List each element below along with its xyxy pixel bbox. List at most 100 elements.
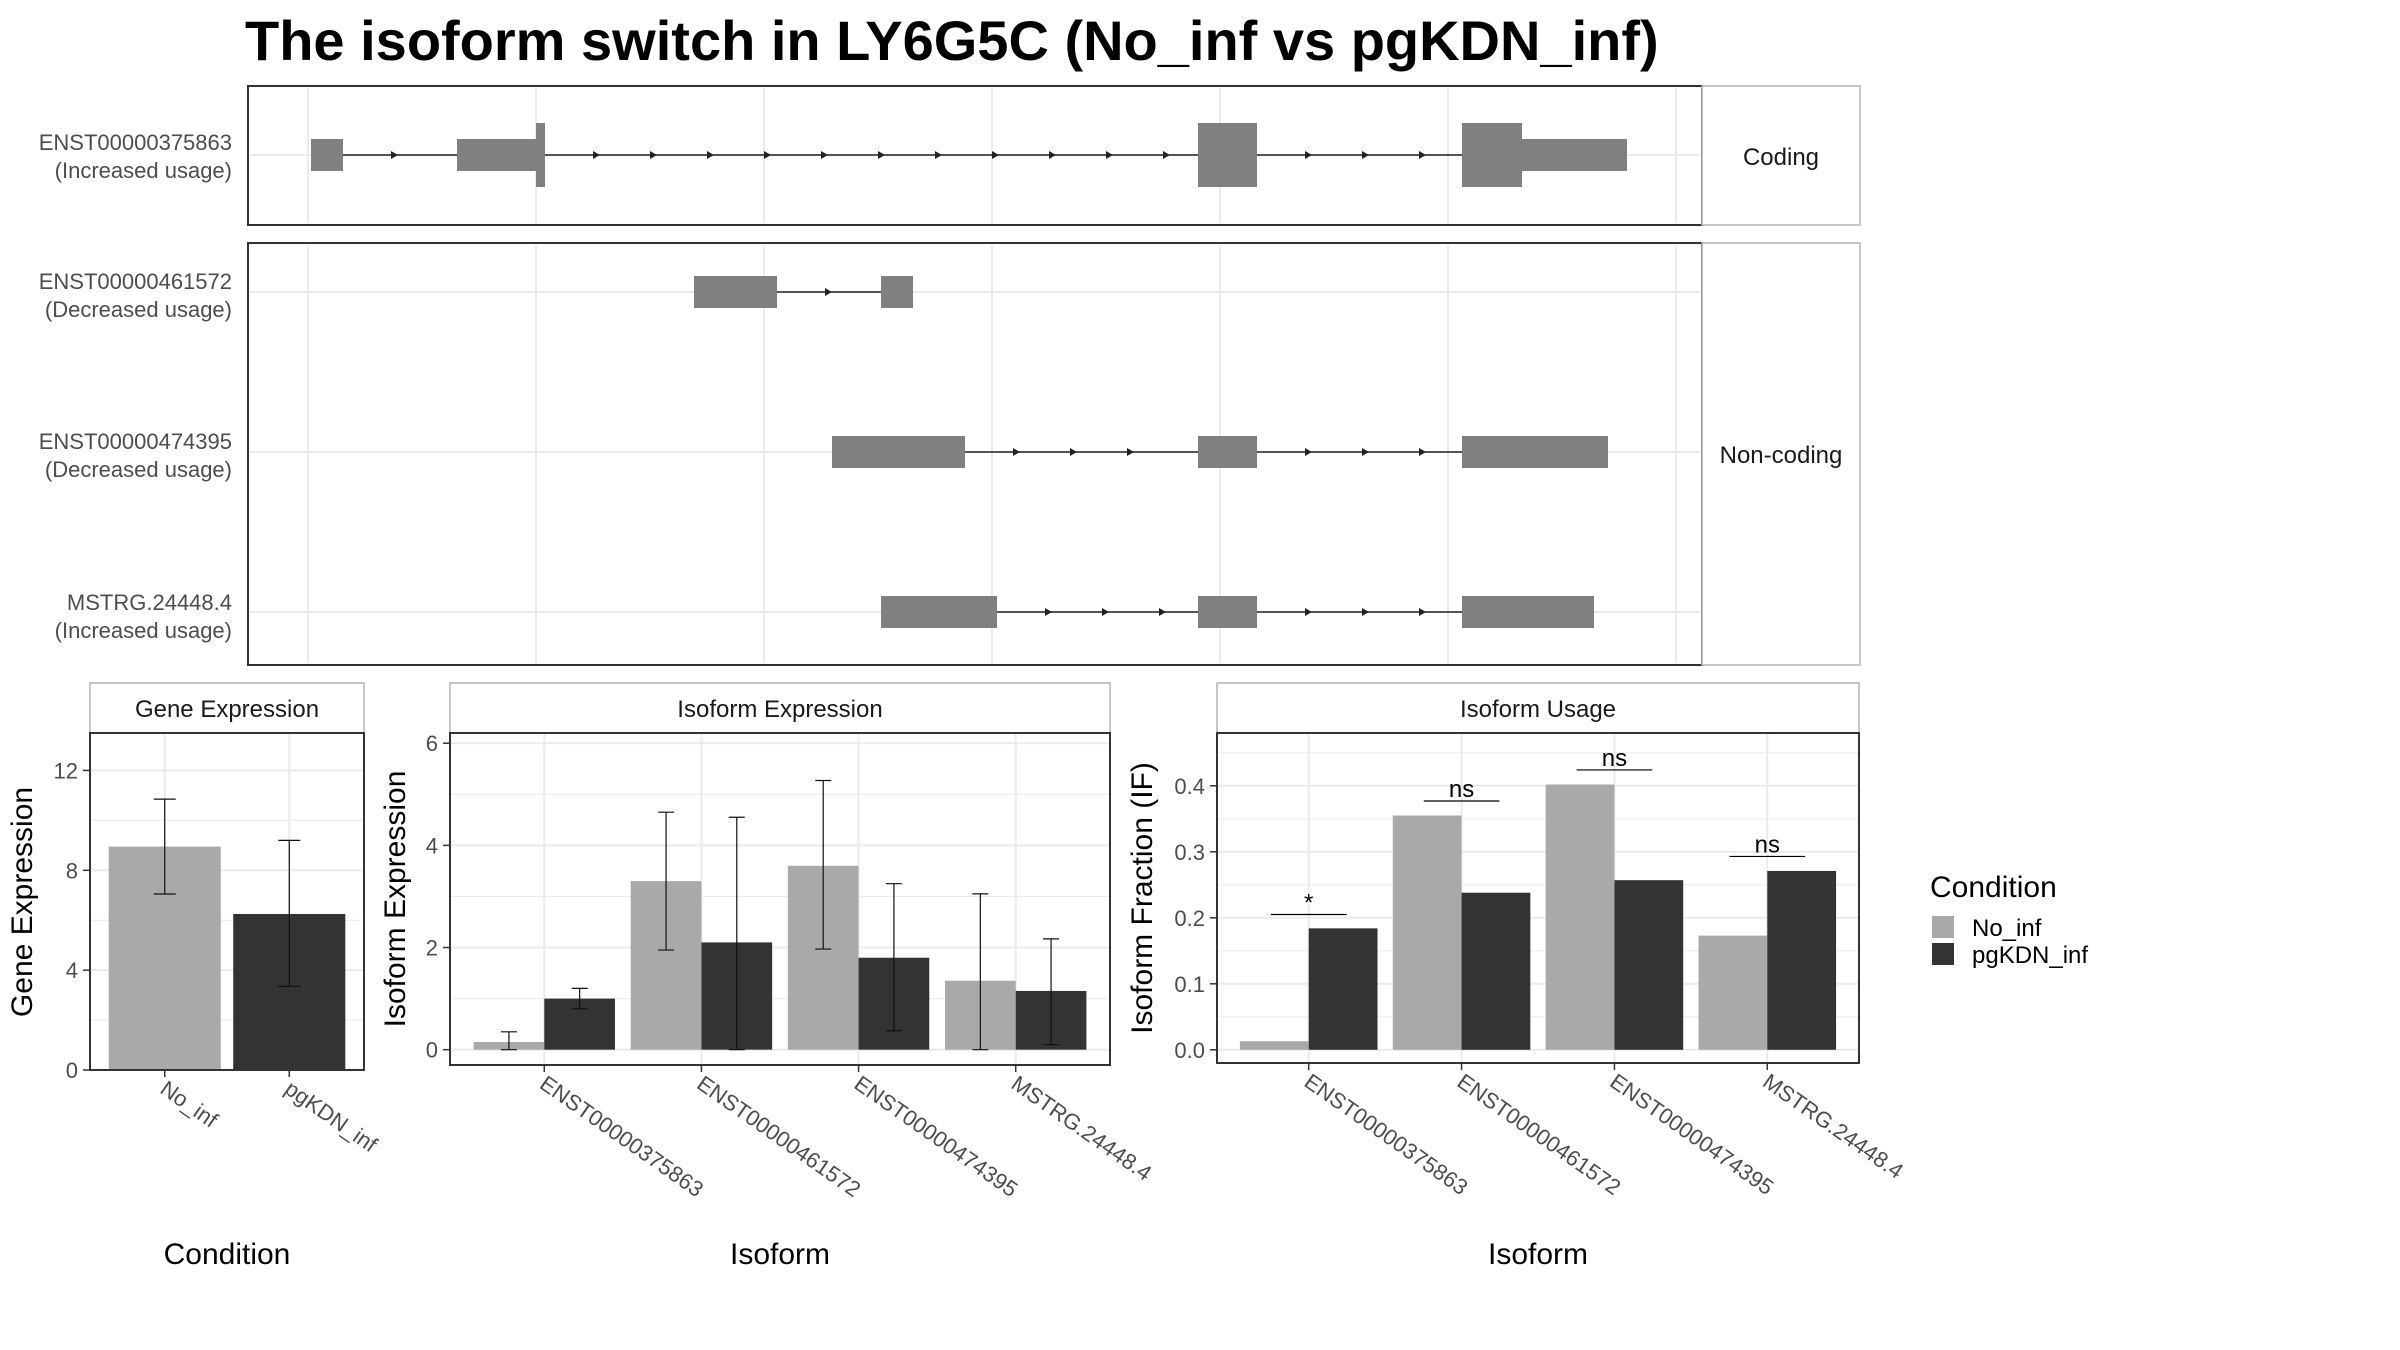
transcript-usage-label: (Decreased usage) (45, 297, 232, 322)
noncoding-strip (1701, 242, 1861, 666)
gene-expression-strip (89, 682, 365, 734)
exon (1462, 596, 1594, 628)
gene-expression-strip-title: Gene Expression (135, 696, 319, 723)
intron-arrow (1045, 608, 1052, 616)
intron-arrow (878, 151, 885, 159)
isoform-expression-border (449, 732, 1111, 1066)
x-tick-label: pgKDN_inf (280, 1076, 382, 1158)
isoform-expression-bars (473, 779, 1087, 1051)
intron-arrow (1013, 448, 1020, 456)
bar (1308, 928, 1378, 1050)
figure-title: The isoform switch in LY6G5C (No_inf vs … (245, 9, 1659, 72)
intron-arrow (1362, 448, 1369, 456)
intron-arrow (650, 151, 657, 159)
noncoding-strip-label: Non-coding (1720, 442, 1843, 469)
bar (1239, 1041, 1309, 1050)
isoform-usage-panel: Isoform Usage * ns ns ns 0.0 0.1 0.2 0.3 0.4 ENS… (1126, 682, 1908, 1271)
bar (1614, 880, 1684, 1050)
intron-arrow (1127, 448, 1134, 456)
bar (1392, 815, 1462, 1050)
intron-arrow (1305, 448, 1312, 456)
legend-swatch-pgkdn-inf (1932, 943, 1954, 965)
intron-arrow (391, 151, 398, 159)
transcript-label-2: ENST00000474395 (Decreased usage) (39, 429, 232, 482)
intron-arrow (825, 288, 832, 296)
isoform-usage-border (1216, 732, 1860, 1064)
y-tick-label: 2 (426, 936, 438, 961)
transcript-label-0: ENST00000375863 (Increased usage) (39, 130, 232, 183)
legend-swatch-no-inf (1932, 916, 1954, 938)
isoform-expression-strip-title: Isoform Expression (677, 696, 882, 723)
transcript-noncoding-panel: Non-coding (247, 242, 1861, 666)
significance-label: ns (1449, 776, 1474, 803)
intron-arrow (593, 151, 600, 159)
bar (1461, 892, 1531, 1050)
bar (1767, 870, 1837, 1050)
intron-arrow (1305, 151, 1312, 159)
transcript-label-3: MSTRG.24448.4 (Increased usage) (55, 590, 232, 643)
y-tick-label: 0.2 (1174, 906, 1205, 931)
x-tick-label: No_inf (156, 1076, 223, 1133)
exon (1198, 596, 1257, 628)
intron-arrow (1362, 608, 1369, 616)
intron-arrow (764, 151, 771, 159)
legend-label-no-inf: No_inf (1972, 915, 2042, 942)
exon (694, 276, 777, 308)
coding-strip-label: Coding (1743, 144, 1819, 171)
y-tick-label: 0 (426, 1038, 438, 1063)
legend: Condition No_inf pgKDN_inf (1930, 871, 2088, 969)
y-tick-label: 8 (66, 858, 78, 883)
intron-arrow (1362, 151, 1369, 159)
legend-title: Condition (1930, 871, 2057, 904)
gene-expression-border (89, 732, 365, 1071)
transcript-usage-label: (Decreased usage) (45, 457, 232, 482)
intron-arrow (1419, 608, 1426, 616)
intron-arrow (1070, 448, 1077, 456)
intron-arrow (1159, 608, 1166, 616)
exon (832, 436, 965, 468)
gene-expression-x-title: Condition (164, 1238, 291, 1271)
intron-arrow (1419, 151, 1426, 159)
bar (1698, 935, 1768, 1050)
x-tick-label: ENST00000474395 (850, 1071, 1023, 1202)
exon (1462, 123, 1522, 187)
intron-arrow (1049, 151, 1056, 159)
x-tick-label: ENST00000461572 (693, 1071, 866, 1202)
transcript-usage-label: (Increased usage) (55, 158, 232, 183)
x-tick-label: MSTRG.24448.4 (1758, 1069, 1908, 1184)
intron-arrow (1419, 448, 1426, 456)
intron-arrow (1305, 608, 1312, 616)
isoform-expression-y-title: Isoform Expression (379, 771, 412, 1028)
exon (1462, 436, 1608, 468)
gene-expression-panel: Gene Expression 0 4 8 12 No_inf pgKDN_inf Gen… (6, 682, 383, 1271)
transcript-id-label: ENST00000474395 (39, 429, 232, 454)
intron-arrow (1106, 151, 1113, 159)
y-tick-label: 0.4 (1174, 774, 1205, 799)
y-tick-label: 0.3 (1174, 840, 1205, 865)
intron-arrow (1102, 608, 1109, 616)
x-tick-label: ENST00000474395 (1606, 1069, 1779, 1200)
transcript-label-1: ENST00000461572 (Decreased usage) (39, 269, 232, 322)
y-tick-label: 4 (426, 833, 438, 858)
intron-arrow (821, 151, 828, 159)
significance-label: * (1304, 890, 1313, 917)
exon (1198, 436, 1257, 468)
x-tick-label: ENST00000375863 (535, 1071, 708, 1202)
bar (1545, 784, 1615, 1050)
exon (457, 139, 540, 171)
transcript-id-label: ENST00000461572 (39, 269, 232, 294)
isoform-expression-strip (449, 682, 1111, 734)
x-tick-label: ENST00000375863 (1300, 1069, 1473, 1200)
isoform-usage-y-title: Isoform Fraction (IF) (1126, 762, 1159, 1034)
y-tick-label: 0.0 (1174, 1038, 1205, 1063)
y-tick-label: 6 (426, 731, 438, 756)
isoform-usage-bars: * ns ns ns (1239, 745, 1837, 1050)
exon (881, 596, 997, 628)
noncoding-panel-border (247, 242, 1703, 666)
transcript-id-label: MSTRG.24448.4 (67, 590, 232, 615)
exon (311, 139, 343, 171)
isoform-usage-strip-title: Isoform Usage (1460, 696, 1616, 723)
exon (536, 123, 545, 187)
exon (881, 276, 913, 308)
